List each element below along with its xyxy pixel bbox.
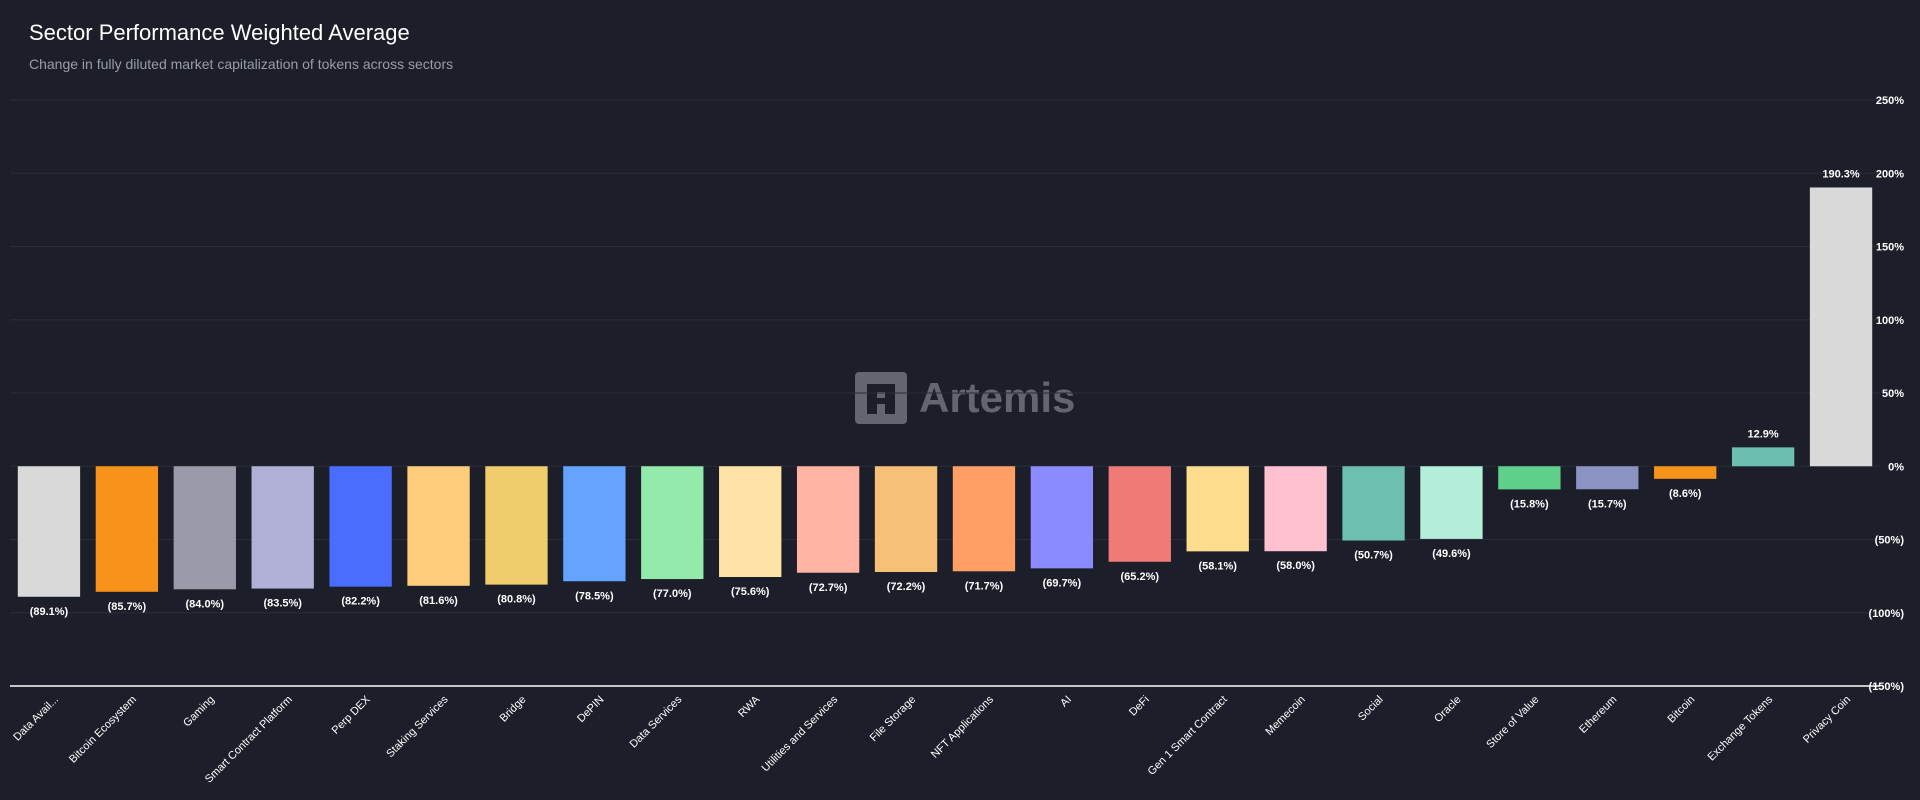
x-tick-label: Bitcoin Ecosystem bbox=[67, 694, 139, 766]
bar bbox=[173, 466, 236, 590]
x-tick-label: Utilities and Services bbox=[760, 693, 841, 774]
x-tick-label: DePIN bbox=[575, 694, 606, 725]
y-tick-label: (150%) bbox=[1869, 681, 1905, 693]
x-tick-label: Gaming bbox=[181, 694, 217, 730]
data-label: (58.0%) bbox=[1276, 560, 1315, 572]
bar bbox=[1342, 466, 1405, 541]
artemis-watermark: Artemis bbox=[855, 372, 1075, 424]
x-tick-label: File Storage bbox=[868, 694, 918, 744]
bar bbox=[329, 466, 392, 587]
bar bbox=[251, 466, 314, 589]
bar bbox=[952, 466, 1016, 572]
x-tick-label: Bitcoin bbox=[1665, 694, 1697, 726]
label-layer: (89.1%) (85.7%) (84.0%) (83.5%) (82.2%) (81.6… bbox=[30, 168, 1860, 617]
grid-layer bbox=[10, 99, 1880, 614]
data-label: (84.0%) bbox=[186, 598, 225, 610]
x-tick-label: Data Avail... bbox=[11, 694, 61, 744]
x-tick-label: Privacy Coin bbox=[1801, 694, 1853, 746]
bar bbox=[563, 466, 626, 582]
bar bbox=[1498, 466, 1561, 490]
x-tick-label: Oracle bbox=[1432, 694, 1463, 725]
x-tick-label: Data Services bbox=[628, 693, 685, 750]
x-tick-label: Ethereum bbox=[1577, 694, 1619, 736]
y-tick-label: 200% bbox=[1876, 168, 1904, 180]
bar bbox=[1809, 187, 1873, 467]
data-label: (82.2%) bbox=[341, 596, 380, 608]
bar bbox=[1576, 466, 1639, 490]
x-tick-label: Store of Value bbox=[1484, 694, 1541, 751]
data-label: (8.6%) bbox=[1669, 488, 1702, 500]
chart-title: Sector Performance Weighted Average bbox=[29, 20, 410, 45]
x-tick-label: Bridge bbox=[498, 694, 529, 725]
x-tick-label: DeFi bbox=[1127, 694, 1152, 719]
y-tick-label: 250% bbox=[1876, 95, 1904, 107]
data-label: (75.6%) bbox=[731, 586, 770, 598]
bar bbox=[1654, 466, 1717, 479]
data-label: (81.6%) bbox=[419, 595, 458, 607]
bar bbox=[641, 466, 704, 580]
x-tick-label: NFT Applications bbox=[929, 693, 996, 760]
data-label: (69.7%) bbox=[1043, 577, 1082, 589]
x-tick-label: RWA bbox=[736, 693, 763, 720]
x-tick-label: Social bbox=[1356, 694, 1386, 724]
bar bbox=[1731, 447, 1795, 467]
x-tick-label: Exchange Tokens bbox=[1705, 693, 1775, 763]
bar bbox=[1264, 466, 1327, 552]
bar bbox=[1186, 466, 1249, 552]
bar bbox=[719, 466, 782, 578]
bar bbox=[407, 466, 470, 586]
chart-subtitle: Change in fully diluted market capitaliz… bbox=[29, 56, 454, 72]
data-label: (83.5%) bbox=[263, 598, 302, 610]
y-tick-label: (100%) bbox=[1869, 608, 1905, 620]
x-tick-label: Gen 1 Smart Contract bbox=[1146, 694, 1230, 778]
data-label: (71.7%) bbox=[965, 580, 1004, 592]
bar bbox=[1108, 466, 1171, 562]
axis-layer: 250% 200% 150% 100% 50% 0% (50%) (100%) (150%) Da… bbox=[10, 95, 1904, 786]
data-label: (77.0%) bbox=[653, 588, 692, 600]
data-label: (72.2%) bbox=[887, 581, 926, 593]
x-tick-label: Memecoin bbox=[1263, 694, 1307, 738]
data-label: (15.8%) bbox=[1510, 498, 1549, 510]
y-tick-label: 50% bbox=[1882, 388, 1904, 400]
bar bbox=[17, 466, 81, 597]
data-label: (65.2%) bbox=[1121, 571, 1160, 583]
y-tick-label: 100% bbox=[1876, 315, 1904, 327]
bar bbox=[796, 466, 860, 573]
data-label: (80.8%) bbox=[497, 594, 536, 606]
data-label: (72.7%) bbox=[809, 582, 848, 594]
data-label: 190.3% bbox=[1822, 168, 1860, 180]
bar-layer bbox=[17, 187, 1873, 597]
y-tick-label: 150% bbox=[1876, 242, 1904, 254]
bar bbox=[1030, 466, 1094, 569]
data-label: 12.9% bbox=[1748, 428, 1779, 440]
artemis-logo-icon bbox=[855, 372, 907, 424]
data-label: (49.6%) bbox=[1432, 548, 1471, 560]
data-label: (50.7%) bbox=[1354, 550, 1393, 562]
y-tick-label: (50%) bbox=[1875, 535, 1905, 547]
x-tick-label: Perp DEX bbox=[330, 693, 374, 737]
bar bbox=[874, 466, 938, 573]
y-tick-label: 0% bbox=[1888, 461, 1904, 473]
data-label: (85.7%) bbox=[108, 601, 147, 613]
data-label: (15.7%) bbox=[1588, 498, 1627, 510]
bar bbox=[95, 466, 159, 592]
x-tick-label: Staking Services bbox=[384, 693, 451, 760]
bar bbox=[485, 466, 548, 585]
data-label: (89.1%) bbox=[30, 606, 69, 618]
x-tick-label: Smart Contract Platform bbox=[203, 694, 295, 786]
watermark-text: Artemis bbox=[919, 374, 1076, 421]
data-label: (58.1%) bbox=[1198, 560, 1237, 572]
data-label: (78.5%) bbox=[575, 590, 614, 602]
bar bbox=[1420, 466, 1483, 539]
x-tick-label: AI bbox=[1058, 694, 1074, 710]
